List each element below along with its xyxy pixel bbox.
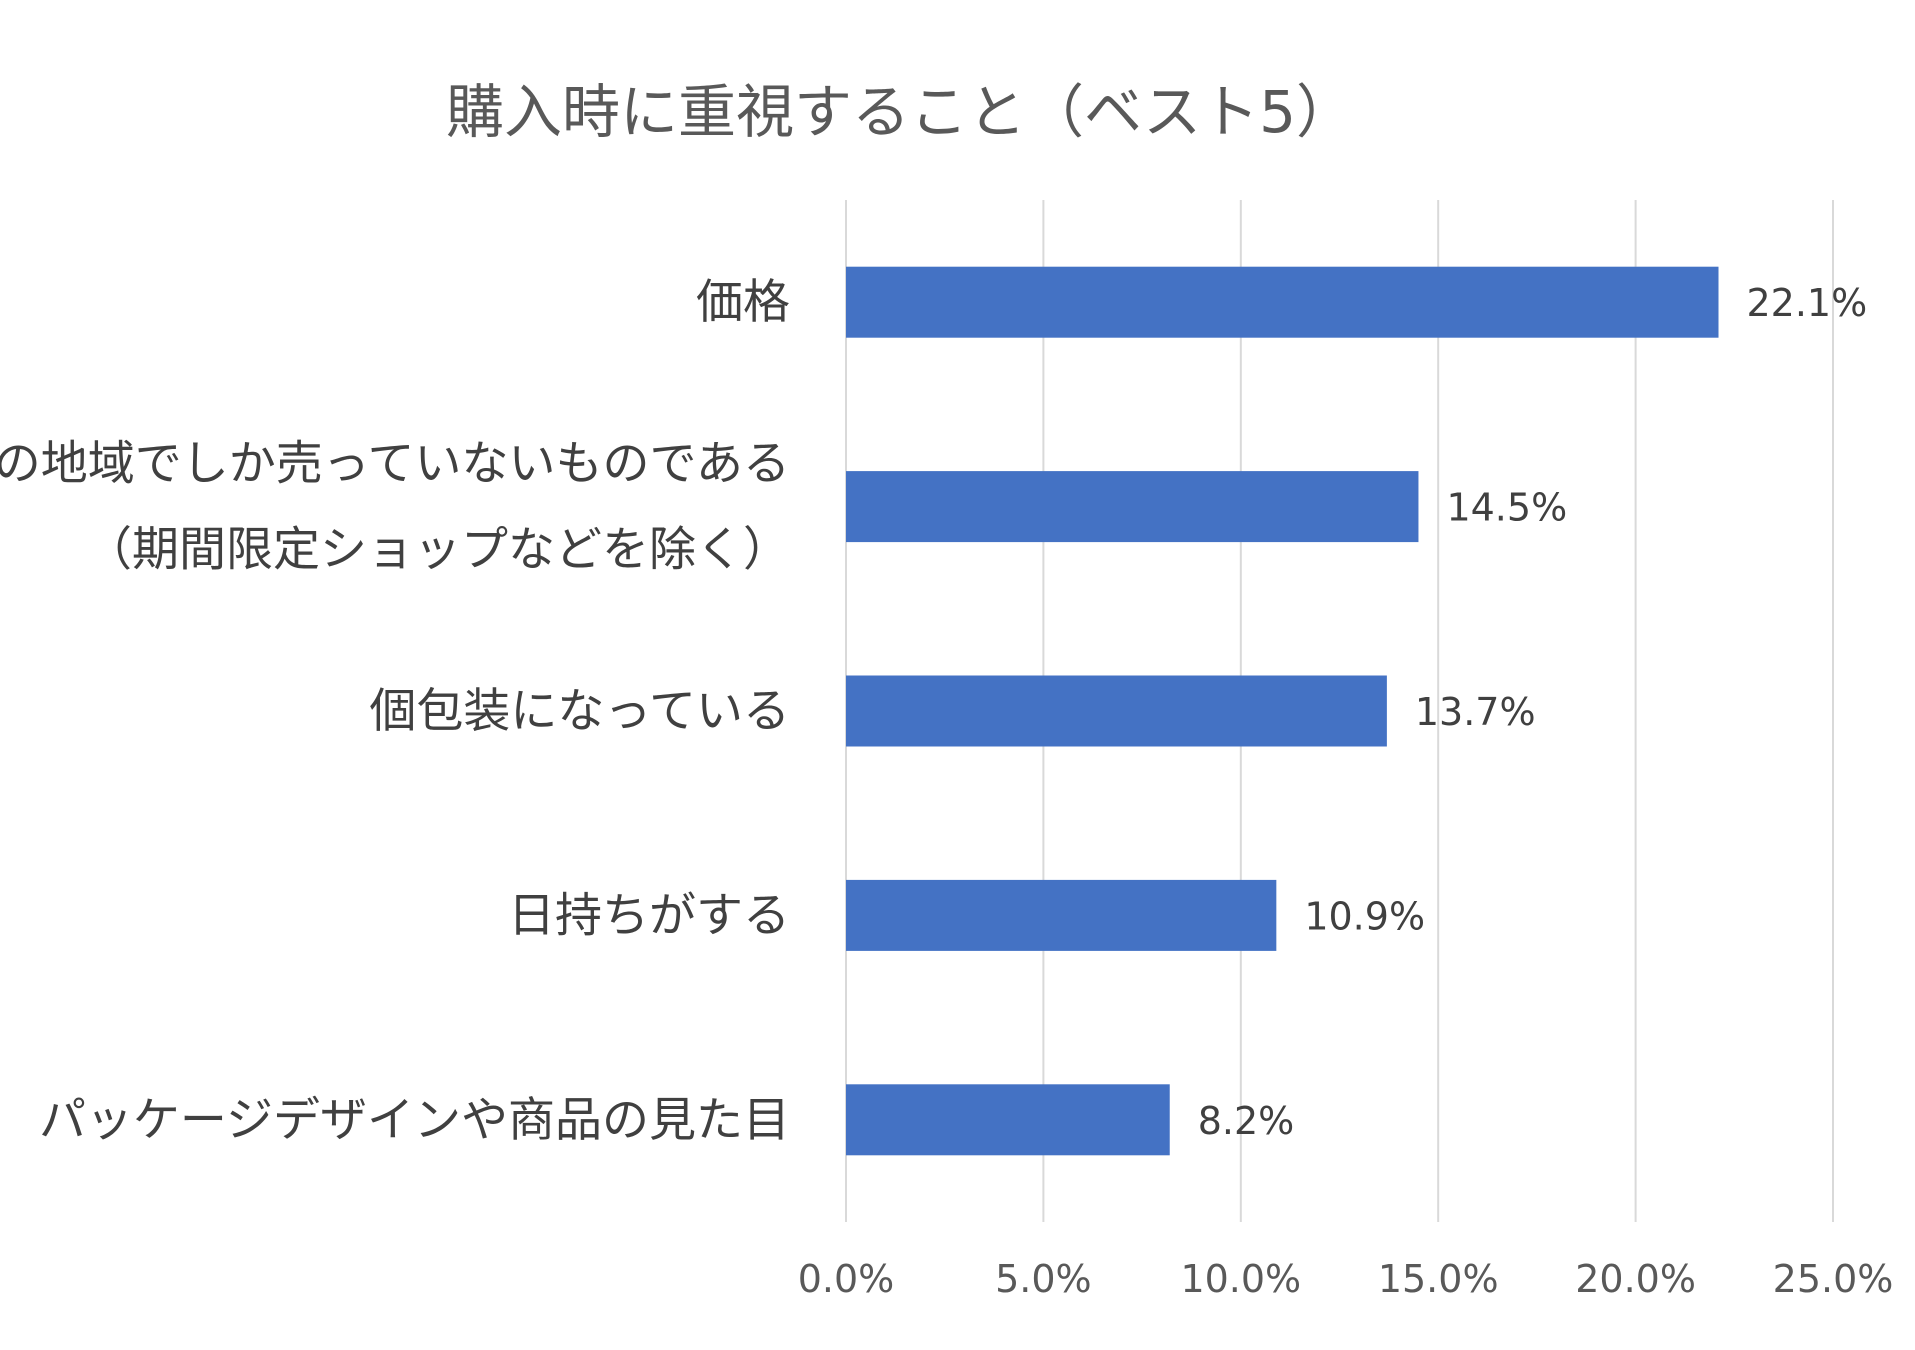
x-tick-label: 15.0% — [1378, 1257, 1499, 1301]
x-tick-label: 10.0% — [1180, 1257, 1301, 1301]
x-tick-label: 0.0% — [798, 1257, 895, 1301]
category-label: 個包装になっている — [369, 684, 790, 739]
data-label: 14.5% — [1446, 486, 1567, 530]
category-label: （期間限定ショップなどを除く） — [85, 523, 790, 578]
bar — [846, 879, 1277, 951]
category-label: 日持ちがする — [508, 888, 790, 943]
category-label: その地域でしか売っていないものである — [0, 437, 790, 492]
data-labels: 22.1% 14.5% 13.7% 10.9% 8.2% — [1198, 281, 1867, 1143]
data-label: 8.2% — [1198, 1099, 1295, 1143]
bar — [846, 675, 1387, 747]
x-tick-label: 5.0% — [995, 1257, 1092, 1301]
category-label: パッケージデザインや商品の見た目 — [39, 1093, 790, 1148]
data-label: 22.1% — [1747, 281, 1868, 325]
x-tick-label: 20.0% — [1575, 1257, 1696, 1301]
data-label: 10.9% — [1304, 894, 1425, 938]
bars — [846, 266, 1719, 1156]
bar — [846, 266, 1719, 338]
x-tick-label: 25.0% — [1773, 1257, 1894, 1301]
category-label: 価格 — [696, 275, 790, 330]
data-label: 13.7% — [1415, 690, 1536, 734]
bar — [846, 1084, 1170, 1156]
x-axis-tick-labels: 0.0% 5.0% 10.0% 15.0% 20.0% 25.0% — [798, 1257, 1894, 1301]
bar — [846, 471, 1419, 543]
chart-title: 購入時に重視すること（ベスト5） — [446, 78, 1354, 146]
